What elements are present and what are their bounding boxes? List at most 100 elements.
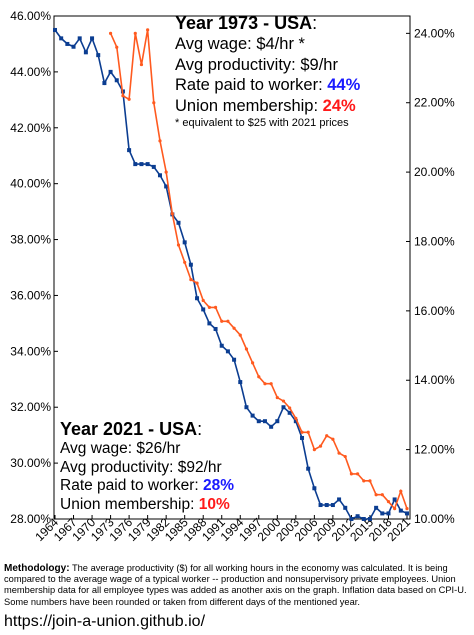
- series-2-point: [189, 278, 193, 282]
- series-2-point: [226, 319, 230, 323]
- series-2-point: [337, 451, 341, 455]
- series-2-point: [325, 434, 329, 438]
- series-2-point: [374, 493, 378, 497]
- series-1-point: [176, 220, 181, 225]
- plot-frame: [53, 15, 411, 520]
- annotation-2021-wage: Avg wage: $26/hr: [60, 440, 181, 457]
- series-1-point: [127, 148, 132, 153]
- series-2-point: [121, 94, 125, 98]
- series-1-point: [343, 505, 348, 510]
- y-left-tick-label: 44.00%: [10, 65, 51, 79]
- series-2-point: [300, 430, 304, 434]
- annotation-2021-title: Year 2021 - USA:: [60, 419, 203, 439]
- series-2-point: [405, 506, 409, 511]
- series-1-point: [293, 419, 298, 424]
- series-1-point: [108, 69, 113, 74]
- series-1-point: [318, 503, 323, 508]
- series-2-point: [343, 454, 347, 459]
- series-1-point: [306, 466, 311, 471]
- series-1-point: [90, 36, 95, 41]
- series-1-point: [65, 41, 70, 46]
- series-1-point: [244, 405, 249, 410]
- series-1-point: [269, 424, 274, 429]
- y-right-tick-label: 18.00%: [414, 234, 455, 248]
- series-lines: [53, 27, 409, 521]
- series-1-point: [201, 307, 206, 312]
- annotation-2021-union: Union membership: 10%: [60, 495, 230, 513]
- y-left-tick-label: 38.00%: [10, 233, 51, 247]
- y-axis-right: 10.00% 12.00% 14.00% 16.00% 18.00% 20.00% 22.0…: [406, 26, 455, 526]
- annotation-1973-wage: Avg wage: $4/hr *: [175, 35, 305, 53]
- series-2-point: [170, 212, 174, 216]
- series-2-point: [108, 31, 113, 35]
- series-1-point: [349, 517, 354, 521]
- series-1-point: [219, 343, 224, 348]
- series-1-point: [188, 262, 193, 267]
- series-1-point: [324, 503, 329, 508]
- series-1-point: [312, 486, 317, 491]
- y-right-tick-label: 12.00%: [414, 443, 455, 457]
- series-2-point: [386, 500, 391, 504]
- annotation-1973-union: Union membership: 24%: [175, 96, 356, 115]
- series-1-point: [374, 505, 379, 510]
- series-1-point: [250, 413, 255, 418]
- series-1-point: [53, 27, 57, 32]
- annotation-2021-union-value: 10%: [198, 495, 230, 513]
- annotation-1973: Year 1973 - USA: Avg wage: $4/hr * Avg p…: [175, 14, 360, 129]
- series-1-point: [225, 349, 230, 354]
- series-1-point: [59, 36, 64, 41]
- y-right-tick-label: 20.00%: [414, 165, 455, 179]
- y-right-tick-label: 14.00%: [414, 373, 455, 387]
- series-1-point: [151, 164, 156, 169]
- series-1-point: [182, 240, 187, 245]
- series-1-point: [398, 508, 403, 513]
- series-1-point: [392, 497, 397, 502]
- series-1-point: [281, 405, 286, 410]
- series-2-point: [213, 305, 218, 309]
- series-2-point: [263, 382, 267, 386]
- annotation-2021-productivity: Avg productivity: $92/hr: [60, 458, 222, 476]
- series-2-point: [232, 326, 236, 330]
- series-1-point: [361, 517, 366, 521]
- y-left-tick-label: 28.00%: [10, 512, 51, 526]
- series-2-point: [257, 375, 261, 379]
- series-2-point: [368, 479, 372, 483]
- series-1-point: [355, 514, 360, 519]
- series-2-point: [275, 395, 279, 400]
- series-1-point: [102, 81, 107, 86]
- series-1-point: [300, 435, 305, 440]
- series-2-point: [238, 333, 242, 337]
- series-1-point: [139, 162, 144, 167]
- series-2-point: [220, 319, 224, 323]
- annotation-1973-rate: Rate paid to worker: 44%: [175, 76, 361, 94]
- y-left-tick-label: 42.00%: [10, 121, 51, 135]
- series-1-point: [164, 184, 169, 189]
- series-2-point: [318, 444, 323, 448]
- series-2-point: [133, 31, 137, 35]
- series-2-point: [306, 430, 310, 434]
- series-1-point: [96, 53, 101, 58]
- y-left-tick-label: 46.00%: [10, 9, 51, 23]
- annotation-1973-footnote: * equivalent to $25 with 2021 prices: [175, 117, 349, 129]
- methodology-text: The average productivity ($) for all wor…: [4, 563, 467, 607]
- annotation-1973-productivity: Avg productivity: $9/hr: [175, 55, 338, 74]
- series-1-point: [262, 419, 267, 424]
- series-1-point: [256, 419, 261, 424]
- series-line-1: [54, 29, 408, 521]
- methodology-note: Methodology: The average productivity ($…: [4, 563, 470, 608]
- series-2-point: [164, 170, 168, 174]
- series-1-point: [238, 380, 243, 385]
- series-1-point: [337, 497, 342, 502]
- series-1-point: [114, 78, 119, 83]
- series-2-point: [349, 472, 354, 476]
- series-1-point: [213, 326, 218, 331]
- series-1-point: [145, 162, 150, 167]
- y-axis-left: 28.00% 30.00% 32.00% 34.00% 36.00% 38.00% 40.0…: [10, 9, 58, 526]
- source-url[interactable]: https://join-a-union.github.io/: [4, 613, 206, 630]
- series-2-point: [269, 382, 273, 386]
- series-2-point: [380, 493, 384, 497]
- series-1-point: [207, 321, 212, 326]
- chart: 28.00% 30.00% 32.00% 34.00% 36.00% 38.00% 40.0…: [10, 9, 455, 544]
- series-2-point: [207, 305, 211, 309]
- series-2-point: [281, 399, 286, 403]
